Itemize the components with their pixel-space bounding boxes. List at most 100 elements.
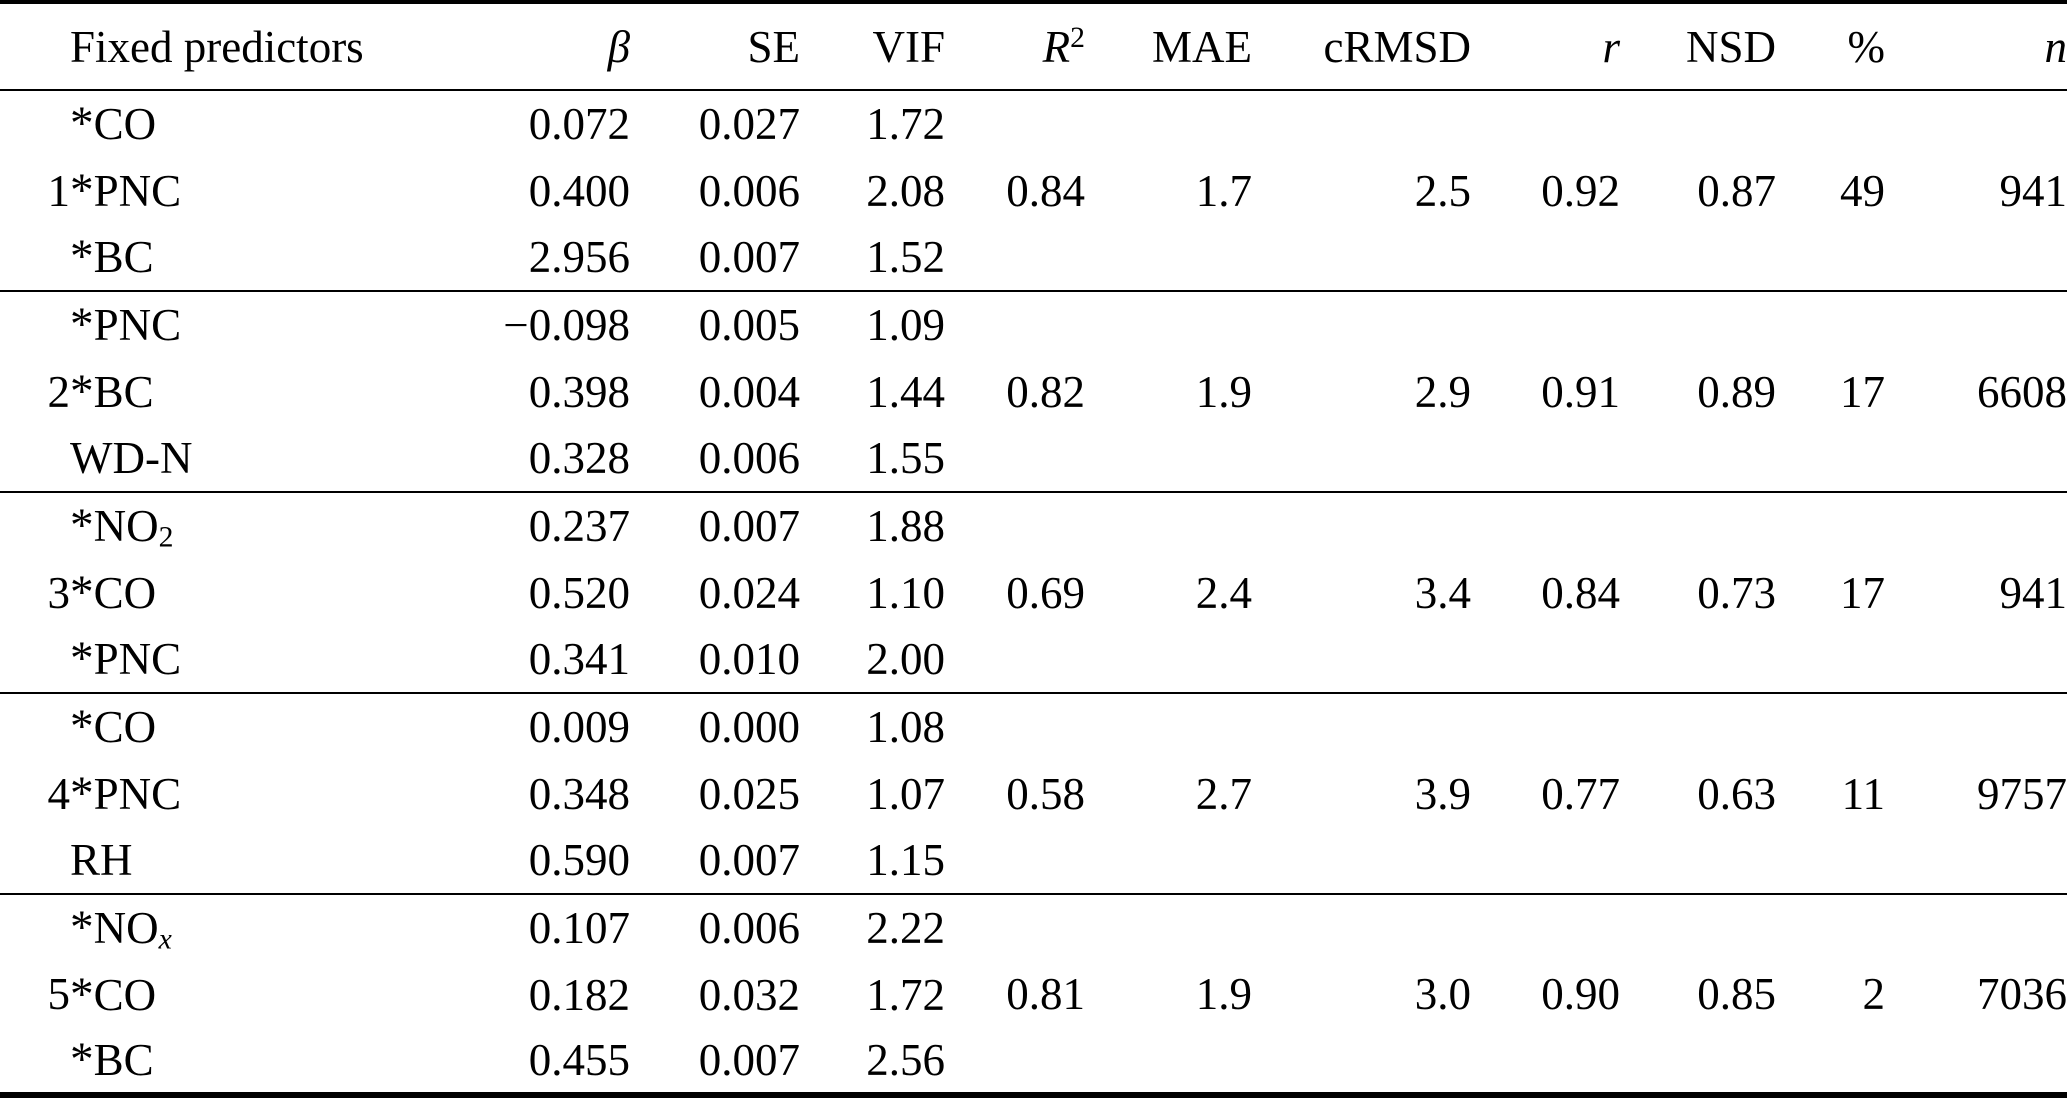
significance-star: * [70, 1034, 94, 1086]
predictor-name: PNC [93, 768, 182, 819]
table-row: *PNC 0.348 0.025 1.07 [0, 760, 2067, 827]
cell-vif: 1.10 [866, 567, 945, 618]
cell-se: 0.007 [698, 232, 800, 282]
cell-vif: 1.88 [866, 501, 945, 551]
predictor-name: PNC [93, 300, 182, 350]
cell-r: 0.84 [1541, 567, 1620, 618]
cell-vif: 2.00 [866, 634, 945, 684]
table-row: *BC 0.398 0.004 1.44 [0, 358, 2067, 425]
cell-vif: 2.56 [866, 1035, 945, 1085]
cell-r: 0.77 [1541, 768, 1620, 819]
cell-beta: 0.590 [528, 835, 630, 885]
cell-n: 941 [1999, 165, 2067, 216]
cell-beta: 0.398 [528, 366, 630, 417]
cell-n: 6608 [1977, 366, 2067, 417]
predictor-name: BC [93, 232, 154, 282]
significance-star: * [70, 98, 94, 150]
cell-r-squared: 0.81 [1006, 968, 1085, 1019]
cell-vif: 2.08 [866, 165, 945, 216]
cell-nsd: 0.73 [1697, 567, 1776, 618]
cell-predictor: WD-N [70, 425, 450, 492]
cell-crmsd: 2.9 [1414, 366, 1471, 417]
predictor-name: WD-N [70, 433, 193, 483]
cell-mae: 1.9 [1195, 968, 1252, 1019]
cell-predictor: *PNC [70, 760, 450, 827]
significance-star: * [70, 164, 94, 217]
table-row: *CO 0.182 0.032 1.72 [0, 961, 2067, 1028]
model-group-4: 4 *CO 0.009 0.000 1.08 0.58 2.7 3.9 0.77… [0, 693, 2067, 894]
cell-r-squared: 0.84 [1006, 165, 1085, 216]
cell-se: 0.010 [698, 634, 800, 684]
cell-nsd: 0.87 [1697, 165, 1776, 216]
cell-beta: 0.107 [528, 903, 630, 953]
cell-predictor: *BC [70, 358, 450, 425]
significance-star: * [70, 566, 94, 619]
model-group-1: 1 *CO 0.072 0.027 1.72 0.84 1.7 2.5 0.92… [0, 90, 2067, 291]
significance-star: * [70, 365, 94, 418]
table-row: *CO 0.520 0.024 1.10 [0, 559, 2067, 626]
model-number: 4 [47, 768, 71, 819]
cell-r: 0.90 [1541, 968, 1620, 1019]
cell-crmsd: 2.5 [1414, 165, 1471, 216]
predictor-name: BC [93, 366, 154, 417]
cell-predictor: *CO [70, 693, 450, 760]
cell-se: 0.006 [698, 165, 800, 216]
cell-r-squared: 0.69 [1006, 567, 1085, 618]
cell-r: 0.92 [1541, 165, 1620, 216]
cell-predictor: *PNC [70, 157, 450, 224]
cell-vif: 1.08 [866, 702, 945, 752]
cell-vif: 2.22 [866, 903, 945, 953]
cell-predictor: *NO2 [70, 492, 450, 559]
cell-predictor: *CO [70, 961, 450, 1028]
cell-nsd: 0.63 [1697, 768, 1776, 819]
cell-se: 0.007 [698, 835, 800, 885]
significance-star: * [70, 500, 94, 552]
cell-percent: 11 [1841, 768, 1885, 819]
predictor-name: NO [93, 903, 159, 953]
predictor-name: RH [70, 835, 133, 885]
significance-star: * [70, 902, 94, 954]
cell-vif: 1.72 [866, 99, 945, 149]
table-row: 1 *CO 0.072 0.027 1.72 0.84 1.7 2.5 0.92… [0, 90, 2067, 216]
cell-se: 0.005 [698, 300, 800, 350]
cell-predictor: RH [70, 827, 450, 894]
header-n: n [2044, 21, 2067, 72]
cell-r: 0.91 [1541, 366, 1620, 417]
cell-se: 0.024 [698, 567, 800, 618]
header-vif: VIF [872, 21, 945, 72]
header-r: r [1602, 21, 1620, 72]
cell-crmsd: 3.9 [1414, 768, 1471, 819]
predictor-name: NO [93, 501, 159, 551]
cell-se: 0.006 [698, 433, 800, 483]
model-group-3: 3 *NO2 0.237 0.007 1.88 0.69 2.4 3.4 0.8… [0, 492, 2067, 693]
cell-beta: 2.956 [528, 232, 630, 282]
significance-star: * [70, 231, 94, 283]
cell-se: 0.006 [698, 903, 800, 953]
header-row: Fixed predictors β SE VIF R2 MAE cRMSD r… [0, 2, 2067, 90]
cell-crmsd: 3.0 [1414, 968, 1471, 1019]
predictor-name: BC [93, 1035, 154, 1085]
cell-r-squared: 0.58 [1006, 768, 1085, 819]
header-crmsd: cRMSD [1323, 21, 1471, 72]
cell-mae: 1.7 [1195, 165, 1252, 216]
header-mae: MAE [1152, 21, 1252, 72]
cell-beta: 0.520 [528, 567, 630, 618]
cell-vif: 1.15 [866, 835, 945, 885]
cell-predictor: *PNC [70, 291, 450, 358]
r-squared-exponent: 2 [1070, 21, 1085, 54]
cell-nsd: 0.89 [1697, 366, 1776, 417]
model-number: 3 [47, 567, 71, 618]
cell-beta: −0.098 [503, 300, 630, 350]
predictor-name: PNC [93, 634, 182, 684]
cell-predictor: *PNC [70, 626, 450, 693]
cell-predictor: *BC [70, 1028, 450, 1095]
table-row: 2 *PNC −0.098 0.005 1.09 0.82 1.9 2.9 0.… [0, 291, 2067, 417]
header-blank [0, 2, 70, 90]
predictor-name: CO [93, 702, 157, 752]
table-row: RH 0.590 0.007 1.15 [0, 827, 2067, 894]
header-fixed-predictors: Fixed predictors [70, 21, 364, 72]
predictor-name: CO [93, 969, 157, 1020]
cell-beta: 0.341 [528, 634, 630, 684]
header-se: SE [747, 21, 800, 72]
